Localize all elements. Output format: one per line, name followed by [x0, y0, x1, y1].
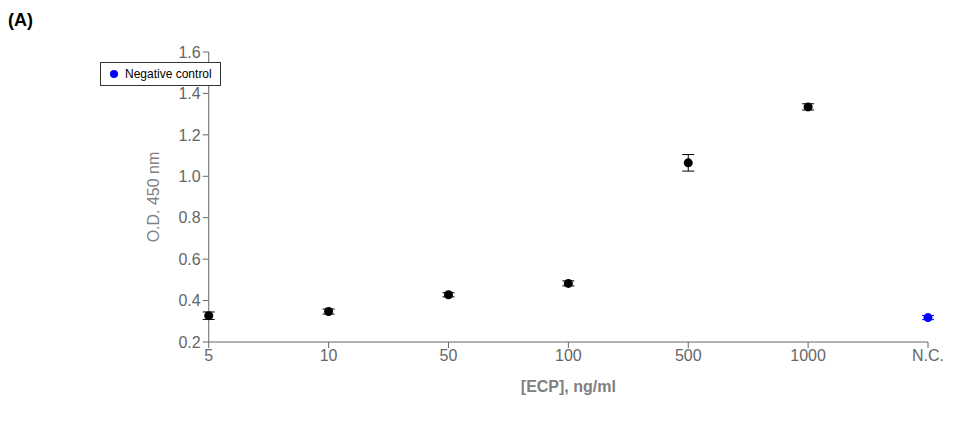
svg-text:O.D. 450 nm: O.D. 450 nm	[145, 152, 162, 243]
html-text:(A): (A)	[8, 10, 33, 30]
svg-text:0.8: 0.8	[178, 209, 200, 226]
svg-text:1.0: 1.0	[178, 168, 200, 185]
svg-text:1000: 1000	[790, 347, 826, 364]
svg-text:1.6: 1.6	[178, 44, 200, 61]
svg-text:0.2: 0.2	[178, 334, 200, 351]
svg-text:100: 100	[555, 347, 582, 364]
svg-text:5: 5	[204, 347, 213, 364]
svg-text:10: 10	[320, 347, 338, 364]
svg-text:50: 50	[440, 347, 458, 364]
svg-text:500: 500	[675, 347, 702, 364]
svg-text:1.4: 1.4	[178, 85, 200, 102]
svg-text:1.2: 1.2	[178, 127, 200, 144]
html-text:Negative control: Negative control	[125, 67, 212, 81]
svg-text:0.6: 0.6	[178, 251, 200, 268]
svg-text:[ECP], ng/ml: [ECP], ng/ml	[521, 378, 616, 395]
svg-text:0.4: 0.4	[178, 292, 200, 309]
svg-text:N.C.: N.C.	[912, 347, 944, 364]
